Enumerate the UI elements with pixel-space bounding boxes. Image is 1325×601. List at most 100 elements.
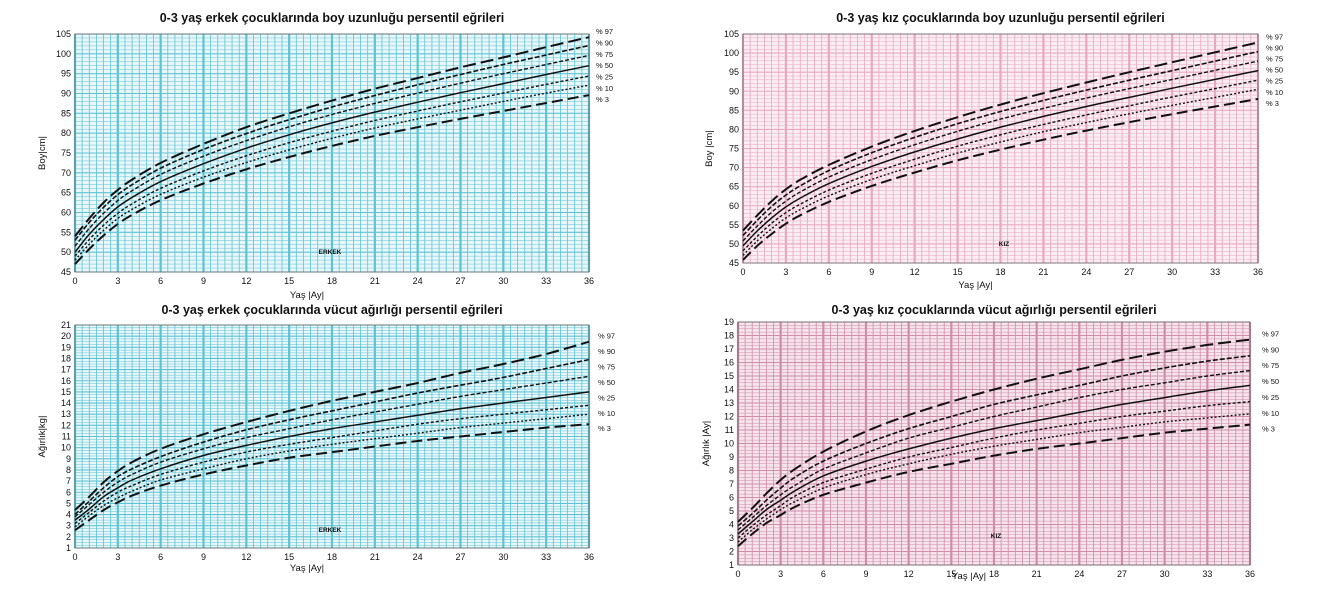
data-point (1164, 432, 1166, 434)
data-point (417, 382, 419, 384)
data-point (588, 65, 590, 67)
data-point (757, 245, 759, 247)
data-point (331, 106, 333, 108)
data-point (160, 479, 162, 481)
series-line (74, 75, 590, 257)
data-point (993, 416, 995, 418)
y-tick-label: 11 (725, 425, 734, 435)
series-label: % 10 (598, 409, 615, 418)
data-point (1214, 106, 1216, 108)
data-point (1171, 105, 1173, 107)
data-point (823, 460, 825, 462)
data-point (460, 384, 462, 386)
data-point (766, 499, 768, 501)
data-point (908, 414, 910, 416)
data-point (1207, 390, 1209, 392)
data-point (751, 533, 753, 535)
series-label: % 3 (1266, 99, 1279, 108)
data-point (545, 418, 547, 420)
data-point (545, 382, 547, 384)
data-point (89, 519, 91, 521)
series-line (74, 36, 590, 237)
data-point (545, 368, 547, 370)
data-point (545, 74, 547, 76)
chart-boy-erkek: 0-3 yaş erkek çocuklarında boy uzunluğu … (37, 11, 613, 301)
x-tick-label: 21 (370, 552, 380, 562)
data-point (460, 418, 462, 420)
series-label: % 50 (598, 378, 615, 387)
series-label: % 25 (1266, 77, 1283, 86)
data-point (331, 410, 333, 412)
series-line (742, 41, 1259, 232)
y-tick-label: 90 (729, 86, 739, 96)
data-point (951, 416, 953, 418)
x-tick-label: 27 (1124, 267, 1134, 277)
series-line (737, 384, 1251, 535)
data-point (117, 470, 119, 472)
data-point (288, 113, 290, 115)
data-point (1249, 370, 1251, 372)
data-point (89, 234, 91, 236)
data-point (799, 197, 801, 199)
data-point (1043, 124, 1045, 126)
data-point (1257, 89, 1259, 91)
data-point (993, 389, 995, 391)
data-point (828, 164, 830, 166)
data-point (1207, 360, 1209, 362)
data-point (588, 55, 590, 57)
data-point (957, 131, 959, 133)
data-point (331, 437, 333, 439)
data-point (246, 133, 248, 135)
data-point (588, 359, 590, 361)
series-line (737, 355, 1251, 527)
y-tick-label: 60 (61, 208, 71, 218)
series-label: % 97 (1262, 330, 1279, 339)
data-point (246, 126, 248, 128)
x-tick-label: 9 (201, 552, 206, 562)
data-point (74, 519, 76, 521)
data-point (1164, 421, 1166, 423)
data-point (331, 138, 333, 140)
data-point (742, 240, 744, 242)
data-point (89, 248, 91, 250)
series-label: % 25 (596, 72, 613, 81)
data-point (417, 118, 419, 120)
data-point (1207, 417, 1209, 419)
data-point (766, 509, 768, 511)
data-point (1129, 88, 1131, 90)
data-point (74, 514, 76, 516)
x-axis-label: Yaş |Ay| (290, 563, 324, 574)
data-point (914, 151, 916, 153)
data-point (131, 190, 133, 192)
x-tick-label: 6 (826, 267, 831, 277)
data-point (545, 64, 547, 66)
series-label: % 3 (1262, 425, 1275, 434)
data-point (374, 103, 376, 105)
x-tick-label: 6 (821, 569, 826, 579)
y-tick-label: 19 (61, 342, 71, 352)
chart-title: 0-3 yaş erkek çocuklarında vücut ağırlığ… (161, 303, 502, 317)
data-point (246, 451, 248, 453)
y-tick-label: 65 (61, 188, 71, 198)
y-tick-label: 12 (724, 412, 734, 422)
data-point (1249, 339, 1251, 341)
data-point (766, 514, 768, 516)
data-point (1207, 375, 1209, 377)
data-point (737, 529, 739, 531)
data-point (865, 482, 867, 484)
data-point (246, 445, 248, 447)
data-point (914, 144, 916, 146)
data-point (1121, 427, 1123, 429)
data-point (117, 487, 119, 489)
data-point (1164, 367, 1166, 369)
data-point (951, 447, 953, 449)
sex-label: ERKEK (319, 527, 342, 534)
series-line (74, 404, 590, 525)
data-point (757, 240, 759, 242)
series-label: % 50 (1266, 66, 1283, 75)
y-tick-label: 75 (61, 148, 71, 158)
y-tick-label: 10 (61, 443, 71, 453)
data-point (503, 413, 505, 415)
data-point (1086, 114, 1088, 116)
data-point (1257, 60, 1259, 62)
